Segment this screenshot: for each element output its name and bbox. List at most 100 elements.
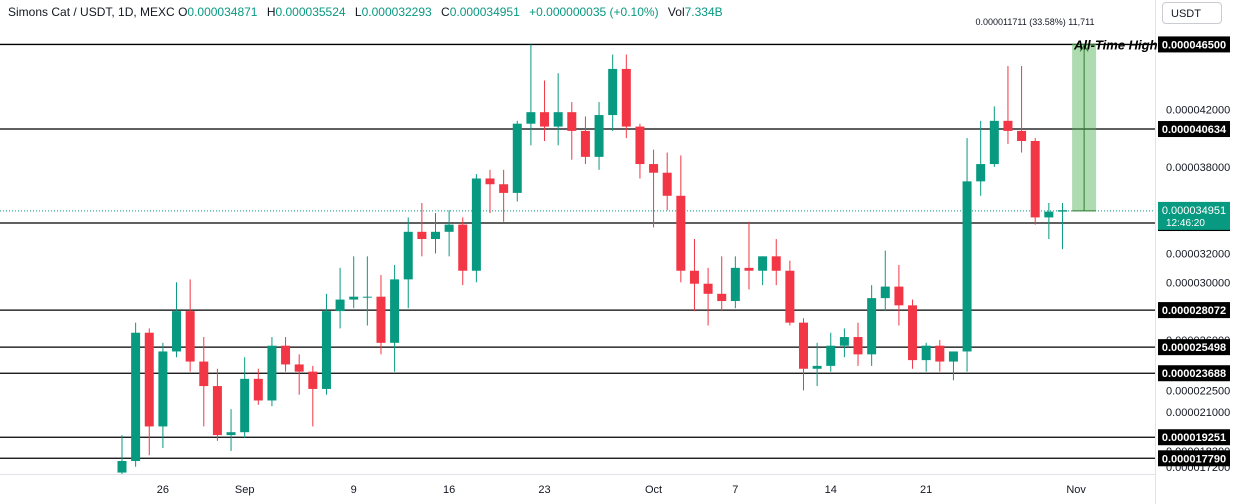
candle-body <box>144 332 154 427</box>
level-label-box <box>1158 121 1230 138</box>
candle <box>894 264 904 326</box>
candle <box>376 275 386 355</box>
currency-button[interactable]: USDT <box>1162 2 1222 24</box>
level-label: 0.000023688 <box>1162 368 1226 380</box>
candle <box>962 138 972 372</box>
candle <box>1003 66 1013 144</box>
x-tick-label: 16 <box>443 484 455 496</box>
y-tick-label: 0.000042000 <box>1166 104 1230 116</box>
candle-body <box>417 231 427 240</box>
y-tick-label: 0.000021000 <box>1166 407 1230 419</box>
candle <box>621 54 631 139</box>
candle <box>349 256 359 309</box>
x-tick-label: 14 <box>825 484 837 496</box>
candle-body <box>199 361 209 387</box>
candle <box>880 250 890 312</box>
y-tick-label: 0.000032000 <box>1166 248 1230 260</box>
level-label: 0.000040634 <box>1162 124 1227 136</box>
candle-body <box>921 345 931 361</box>
candle <box>594 102 604 170</box>
candle <box>717 256 727 312</box>
candle-body <box>689 270 699 284</box>
x-tick-label: 26 <box>157 484 169 496</box>
candle-body <box>935 345 945 362</box>
level-label: 0.000046500 <box>1162 39 1226 51</box>
candle <box>867 285 877 366</box>
candle <box>444 210 454 257</box>
candle-body <box>321 311 331 389</box>
candle-body <box>758 256 768 271</box>
close-value: 0.000034951 <box>449 5 520 19</box>
candle-body <box>212 386 222 436</box>
candle-body <box>771 256 781 271</box>
candle-body <box>649 164 659 173</box>
x-tick-label: 23 <box>538 484 550 496</box>
candle <box>771 239 781 286</box>
candle <box>240 357 250 438</box>
candle-body <box>335 299 345 312</box>
y-tick-label: 0.000022500 <box>1166 385 1230 397</box>
volume-label: Vol <box>667 5 685 19</box>
change-value: +0.000000035 (+0.10%) <box>529 5 659 19</box>
candle-body <box>948 351 958 362</box>
level-label: 0.000019251 <box>1162 432 1226 444</box>
measure-label: 0.000011711 (33.58%) 11,711 <box>976 17 1095 27</box>
candle <box>158 342 168 449</box>
candle <box>267 337 277 407</box>
symbol-label: Simons Cat / USDT, 1D, MEXC <box>8 5 175 19</box>
candle <box>635 123 645 179</box>
candle-body <box>908 305 918 361</box>
candle <box>185 279 195 372</box>
candle-body <box>185 311 195 362</box>
candle <box>839 328 849 358</box>
candle-body <box>1003 120 1013 131</box>
candle <box>458 217 468 286</box>
candle <box>908 299 918 369</box>
y-tick-label: 0.000038000 <box>1166 162 1230 174</box>
candle <box>758 256 768 286</box>
candle-body <box>131 332 141 462</box>
candle-body <box>799 322 808 369</box>
candle-body <box>812 365 822 369</box>
candle-body <box>730 267 740 302</box>
candle <box>1030 138 1040 225</box>
candle-body <box>962 181 972 352</box>
candle-body <box>540 112 550 127</box>
level-label-box <box>1158 450 1230 467</box>
open-value: 0.000034871 <box>187 5 258 19</box>
candle <box>403 217 413 309</box>
candle <box>935 339 945 372</box>
candle-body <box>308 371 318 389</box>
candle <box>417 202 427 257</box>
level-label-box <box>1158 36 1230 53</box>
candle-body <box>880 286 890 299</box>
candle <box>199 337 209 427</box>
level-label-box <box>1158 429 1230 446</box>
measure-arrow-head <box>1079 44 1089 52</box>
candle-body <box>403 231 413 280</box>
x-tick-label: 21 <box>920 484 932 496</box>
candle <box>294 354 304 395</box>
candle <box>649 149 659 228</box>
level-label: 0.000017790 <box>1162 453 1226 465</box>
candle-body <box>526 112 536 124</box>
candle-body <box>717 293 727 302</box>
candle-body <box>267 345 277 401</box>
candle-body <box>621 68 631 127</box>
candle-body <box>594 115 604 157</box>
candle-body <box>430 231 440 240</box>
candle <box>703 267 713 326</box>
candle <box>117 435 127 474</box>
current-price-box <box>1158 201 1230 230</box>
candle-body <box>158 351 168 427</box>
candle-body <box>1017 130 1027 141</box>
candle <box>172 282 182 358</box>
close-label: C <box>441 5 450 19</box>
level-label-box <box>1158 365 1230 382</box>
candle <box>526 44 536 146</box>
candle <box>253 368 263 405</box>
candle <box>662 152 672 211</box>
candle <box>812 342 822 387</box>
candle-body <box>240 378 250 433</box>
